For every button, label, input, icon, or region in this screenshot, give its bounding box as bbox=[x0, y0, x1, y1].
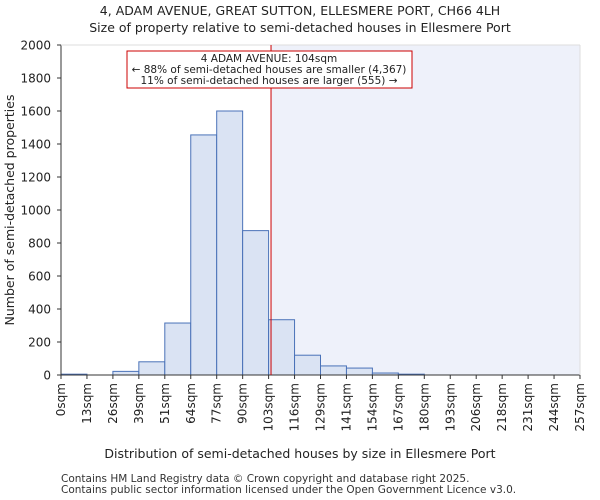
bar-26sqm bbox=[112, 370, 140, 376]
annotation-box bbox=[126, 50, 413, 89]
bar-77sqm bbox=[216, 110, 244, 376]
y-tick-label: 1400 bbox=[20, 138, 51, 152]
x-tick-label: 167sqm bbox=[391, 383, 405, 431]
x-tick-label: 141sqm bbox=[339, 383, 353, 431]
bar-103sqm bbox=[268, 319, 296, 376]
x-tick-label: 51sqm bbox=[158, 383, 172, 424]
footer-copyright: Contains HM Land Registry data © Crown c… bbox=[61, 473, 470, 485]
x-tick-label: 244sqm bbox=[547, 383, 561, 431]
bars-group bbox=[60, 110, 425, 376]
y-tick-label: 1200 bbox=[20, 171, 51, 185]
x-tick-label: 103sqm bbox=[262, 383, 276, 431]
bar-129sqm bbox=[320, 365, 347, 376]
bar-51sqm bbox=[164, 322, 192, 376]
bar-64sqm bbox=[190, 134, 218, 376]
x-tick-label: 90sqm bbox=[236, 383, 250, 424]
x-tick-label: 154sqm bbox=[365, 383, 379, 431]
y-tick-label: 800 bbox=[28, 237, 51, 251]
x-tick-label: 77sqm bbox=[210, 383, 224, 424]
x-tick-label: 180sqm bbox=[417, 383, 431, 431]
bar-90sqm bbox=[242, 230, 270, 376]
y-tick-label: 0 bbox=[43, 369, 51, 383]
larger-properties-shading bbox=[271, 45, 580, 375]
y-tick-label: 2000 bbox=[20, 39, 51, 53]
footer-licence: Contains public sector information licen… bbox=[61, 484, 517, 496]
x-tick-label: 116sqm bbox=[288, 383, 302, 431]
annotation-smaller: ← 88% of semi-detached houses are smalle… bbox=[132, 64, 407, 76]
y-tick-label: 400 bbox=[28, 303, 51, 317]
x-axis-label: Distribution of semi-detached houses by … bbox=[104, 446, 495, 461]
x-tick-label: 231sqm bbox=[521, 383, 535, 431]
x-tick-label: 0sqm bbox=[54, 383, 68, 416]
y-tick-label: 200 bbox=[28, 336, 51, 350]
bar-39sqm bbox=[138, 361, 166, 376]
x-tick-label: 13sqm bbox=[80, 383, 94, 424]
y-tick-label: 1600 bbox=[20, 105, 51, 119]
x-tick-label: 26sqm bbox=[106, 383, 120, 424]
annotation-larger: 11% of semi-detached houses are larger (… bbox=[141, 75, 398, 87]
x-tick-label: 193sqm bbox=[443, 383, 457, 431]
y-tick-label: 600 bbox=[28, 270, 51, 284]
y-tick-label: 1000 bbox=[20, 204, 51, 218]
x-tick-label: 39sqm bbox=[132, 383, 146, 424]
x-ticks-group: 0sqm 13sqm 26sqm 39sqm 51sqm 64sqm 77sqm 90sqm 1… bbox=[54, 375, 587, 431]
bar-116sqm bbox=[294, 354, 321, 376]
chart-subtitle: Size of property relative to semi-detach… bbox=[89, 20, 511, 35]
x-tick-label: 64sqm bbox=[184, 383, 198, 424]
x-tick-label: 218sqm bbox=[495, 383, 509, 431]
y-tick-label: 1800 bbox=[20, 72, 51, 86]
chart-title: 4, ADAM AVENUE, GREAT SUTTON, ELLESMERE … bbox=[100, 3, 500, 18]
y-axis-label: Number of semi-detached properties bbox=[2, 95, 17, 326]
x-tick-label: 257sqm bbox=[573, 383, 587, 431]
bar-141sqm bbox=[345, 367, 373, 376]
annotation-title: 4 ADAM AVENUE: 104sqm bbox=[201, 53, 337, 65]
x-tick-label: 129sqm bbox=[314, 383, 328, 431]
x-tick-label: 206sqm bbox=[469, 383, 483, 431]
y-ticks-group: 0 200 400 600 800 1000 1200 1400 1600 1800 2000 bbox=[20, 39, 61, 383]
